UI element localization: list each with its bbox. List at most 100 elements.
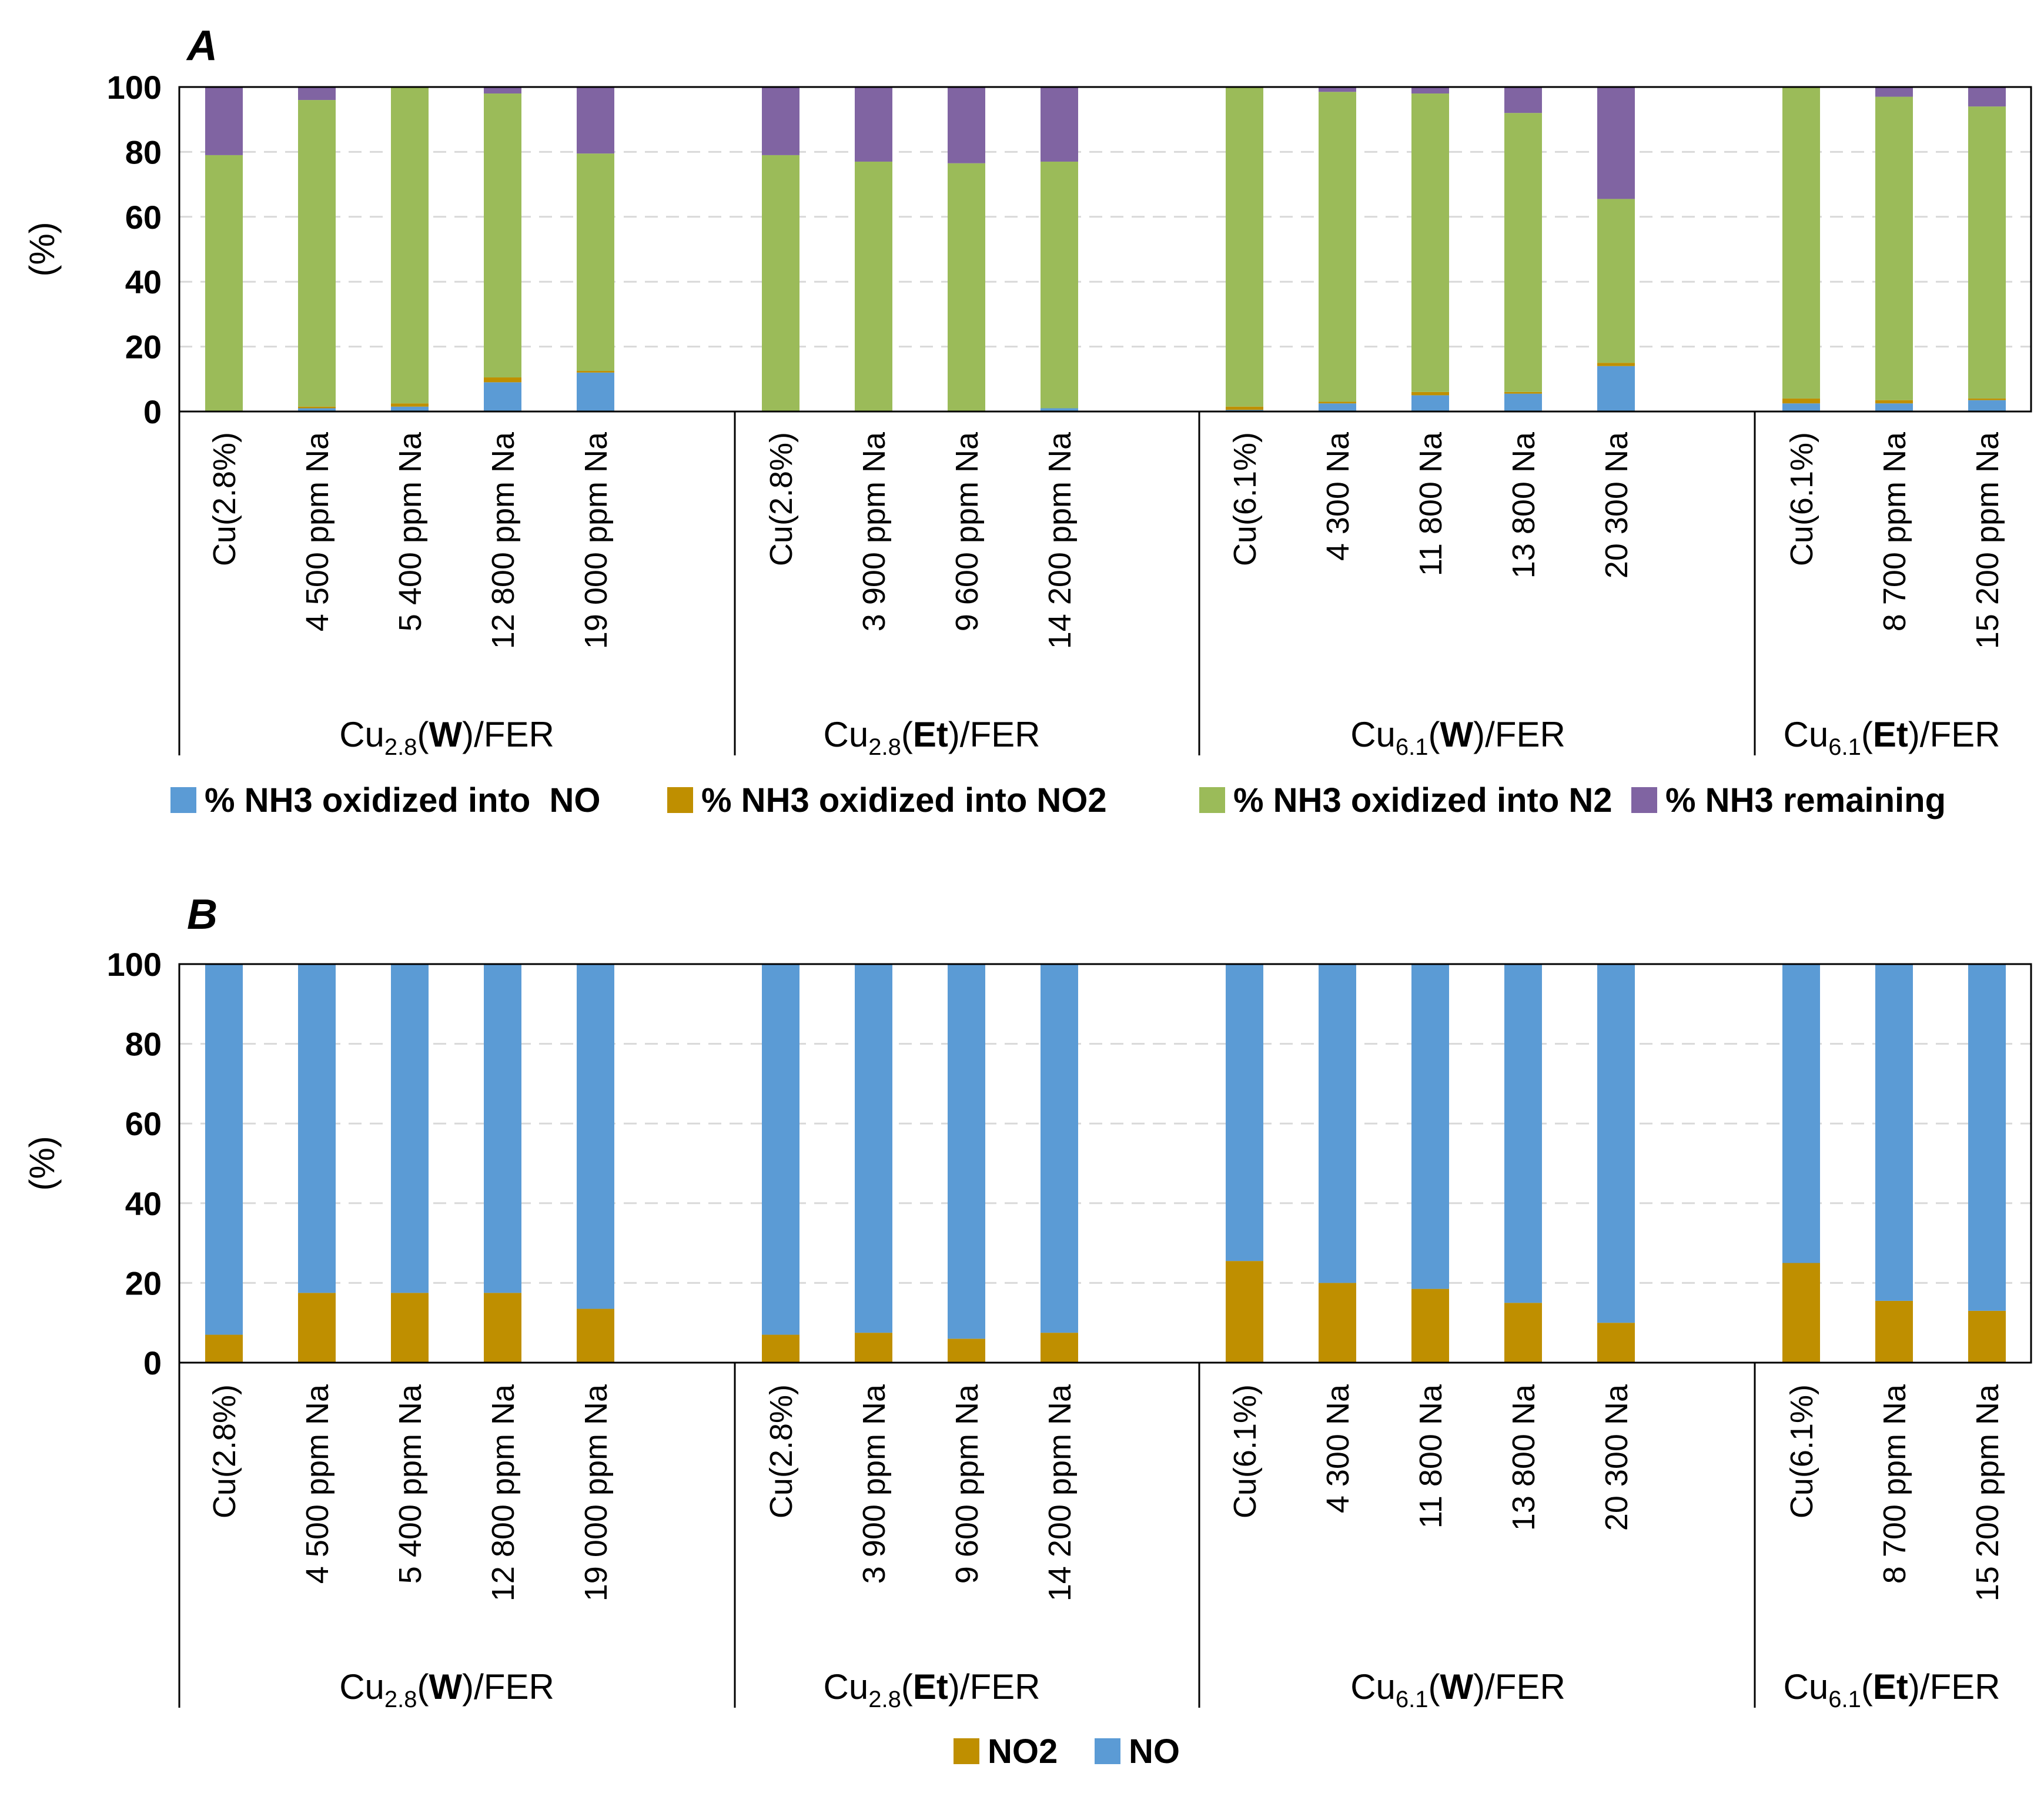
bar-segment-NO2	[577, 1309, 614, 1363]
x-tick-label: 20 300 Na	[1599, 1384, 1634, 1531]
x-tick-label: 4 300 Na	[1320, 431, 1356, 561]
bar-segment-NO	[1875, 964, 1913, 1301]
legend-label: NO2	[988, 1732, 1058, 1771]
bar-segment-N2	[855, 161, 892, 411]
bar-segment-NO2	[1041, 1333, 1078, 1363]
x-tick-label: Cu(6.1%)	[1227, 1384, 1263, 1518]
x-tick-label: 3 900 ppm Na	[857, 1384, 892, 1584]
x-tick-label: 3 900 ppm Na	[857, 431, 892, 631]
bar-segment-N2	[1226, 87, 1263, 407]
y-tick-label: 80	[125, 133, 162, 170]
bar-segment-NO	[577, 964, 614, 1309]
bar-segment-remaining	[1968, 87, 2006, 107]
group-label: Cu6.1(Et)/FER	[1784, 1667, 2000, 1712]
bar-segment-N2	[1875, 96, 1913, 400]
bar-segment-NO2	[391, 1293, 429, 1363]
x-tick-label: 11 800 Na	[1413, 1384, 1448, 1528]
bar-segment-NO	[391, 964, 429, 1293]
x-tick-label: 5 400 ppm Na	[393, 431, 428, 631]
bar-segment-NO2	[1968, 398, 2006, 400]
bar-segment-NO	[855, 964, 892, 1333]
x-tick-label: 19 000 ppm Na	[578, 431, 614, 649]
bar-segment-NO2	[1226, 1261, 1263, 1363]
bar-segment-remaining	[484, 87, 521, 94]
x-tick-label: Cu(2.8%)	[207, 432, 242, 566]
x-tick-label: 13 800 Na	[1506, 1384, 1541, 1531]
y-tick-label: 20	[125, 329, 162, 366]
bar-segment-NO	[1968, 964, 2006, 1311]
y-tick-label: 0	[143, 393, 162, 430]
bar-segment-N2	[1504, 113, 1542, 392]
bar-segment-N2	[1041, 161, 1078, 409]
bar-segment-remaining	[1411, 87, 1449, 94]
x-tick-label: 15 200 ppm Na	[1970, 1384, 2005, 1601]
legend-swatch-NO2	[954, 1738, 979, 1764]
x-tick-label: 19 000 ppm Na	[578, 1384, 614, 1601]
bar-segment-remaining	[205, 87, 243, 155]
legend-swatch-remaining	[1631, 787, 1657, 813]
y-tick-label: 60	[125, 199, 162, 236]
bar-segment-NO	[298, 964, 336, 1293]
bar-segment-N2	[1782, 87, 1820, 399]
bar-segment-NO	[205, 964, 243, 1335]
bar-segment-NO	[1504, 393, 1542, 411]
bar-segment-NO2	[1504, 392, 1542, 394]
bar-segment-N2	[205, 155, 243, 411]
bar-segment-NO2	[1968, 1310, 2006, 1363]
bar-segment-NO2	[298, 406, 336, 409]
bar-segment-NO2	[205, 1334, 243, 1363]
y-axis-label: (%)	[22, 222, 62, 276]
bar-segment-NO2	[391, 403, 429, 407]
bar-segment-NO2	[1597, 1323, 1635, 1363]
x-tick-label: Cu(6.1%)	[1784, 432, 1819, 566]
bar-segment-NO2	[1597, 363, 1635, 366]
bar-segment-NO2	[1782, 398, 1820, 404]
bar-segment-N2	[484, 93, 521, 378]
legend-label: % NH3 oxidized into N2	[1233, 781, 1613, 819]
bar-segment-remaining	[298, 87, 336, 101]
plot-frame	[178, 963, 2032, 1364]
bar-segment-NO	[577, 372, 614, 411]
bar-segment-N2	[1411, 93, 1449, 392]
x-tick-label: 9 600 ppm Na	[949, 431, 985, 631]
x-tick-label: 5 400 ppm Na	[393, 1384, 428, 1584]
bar-segment-NO2	[1875, 1300, 1913, 1363]
bar-segment-NO	[1411, 395, 1449, 411]
bar-segment-NO	[1875, 403, 1913, 411]
bar-segment-NO2	[484, 1293, 521, 1363]
bar-segment-NO2	[1875, 400, 1913, 404]
y-tick-label: 0	[143, 1344, 162, 1381]
bar-segment-NO	[1504, 964, 1542, 1303]
x-tick-label: 8 700 ppm Na	[1877, 1384, 1912, 1584]
bar-segment-NO	[1319, 403, 1356, 411]
x-tick-label: 14 200 ppm Na	[1042, 1384, 1078, 1601]
group-label: Cu2.8(W)/FER	[339, 715, 554, 760]
legend: % NH3 oxidized into NO % NH3 oxidized int…	[170, 781, 1946, 819]
y-tick-label: 60	[125, 1105, 162, 1142]
x-tick-label: Cu(2.8%)	[764, 1384, 799, 1518]
x-tick-label: 4 500 ppm Na	[300, 431, 335, 631]
bar-segment-NO	[1411, 964, 1449, 1289]
x-tick-label: Cu(6.1%)	[1784, 1384, 1819, 1518]
y-tick-label: 40	[125, 1185, 162, 1222]
bar-segment-NO2	[1319, 402, 1356, 404]
group-label: Cu6.1(W)/FER	[1350, 1667, 1565, 1712]
x-tick-label: 20 300 Na	[1599, 431, 1634, 578]
bar-segment-remaining	[762, 87, 799, 155]
bar-segment-N2	[298, 100, 336, 407]
bar-segment-N2	[762, 155, 799, 411]
bar-segment-NO2	[1782, 1263, 1820, 1363]
bar-segment-NO	[391, 406, 429, 411]
x-tick-label: 4 300 Na	[1320, 1384, 1356, 1513]
x-tick-label: Cu(2.8%)	[207, 1384, 242, 1518]
y-tick-label: 40	[125, 263, 162, 300]
bar-segment-NO	[1041, 964, 1078, 1333]
plot-frame	[178, 86, 2032, 413]
bar-segment-NO2	[1411, 1289, 1449, 1363]
legend-label: NO	[1129, 1732, 1180, 1771]
x-tick-label: 4 500 ppm Na	[300, 1384, 335, 1584]
legend-swatch-N2	[1199, 787, 1225, 813]
x-tick-label: 8 700 ppm Na	[1877, 431, 1912, 631]
bar-segment-NO2	[1411, 392, 1449, 396]
